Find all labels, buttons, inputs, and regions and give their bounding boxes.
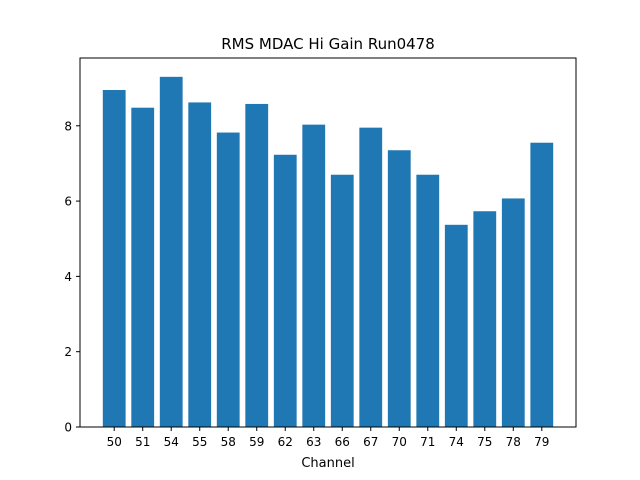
x-tick-label: 71 [420, 435, 435, 449]
x-tick-label: 66 [335, 435, 350, 449]
x-tick-label: 79 [534, 435, 549, 449]
y-tick-label: 8 [64, 119, 72, 133]
x-tick-label: 74 [449, 435, 464, 449]
y-tick-label: 2 [64, 345, 72, 359]
y-tick-label: 6 [64, 195, 72, 209]
bar-74 [444, 224, 468, 427]
y-tick-label: 4 [64, 270, 72, 284]
x-tick-label: 70 [392, 435, 407, 449]
x-axis-label: Channel [301, 456, 354, 471]
bar-51 [131, 107, 155, 428]
x-axis-ticks: 50 51 54 55 58 59 62 63 66 67 70 71 74 75 78 79 [107, 427, 549, 449]
x-tick-label: 54 [164, 435, 179, 449]
bar-54 [159, 76, 183, 427]
x-tick-label: 75 [477, 435, 492, 449]
bar-71 [416, 174, 440, 427]
bar-59 [245, 103, 269, 427]
bar-50 [102, 90, 126, 428]
x-tick-label: 63 [306, 435, 321, 449]
bar-75 [473, 211, 497, 427]
chart-title: RMS MDAC Hi Gain Run0478 [221, 35, 435, 53]
x-tick-label: 62 [278, 435, 293, 449]
y-axis-ticks: 0 2 4 6 8 [64, 119, 80, 435]
y-tick-label: 0 [64, 421, 72, 435]
axes-frame [79, 57, 577, 428]
x-tick-label: 55 [192, 435, 207, 449]
bar-66 [330, 174, 354, 427]
x-tick-label: 59 [249, 435, 264, 449]
bar-79 [530, 142, 554, 427]
bar-58 [216, 132, 240, 428]
x-tick-label: 67 [363, 435, 378, 449]
x-tick-label: 58 [221, 435, 236, 449]
plot-frame [79, 57, 577, 428]
x-tick-label: 51 [135, 435, 150, 449]
bar-63 [302, 124, 326, 427]
bars-group [102, 76, 554, 428]
x-tick-label: 78 [506, 435, 521, 449]
bar-62 [273, 154, 297, 427]
bar-78 [501, 198, 525, 427]
bar-67 [359, 127, 383, 427]
bar-70 [387, 150, 411, 427]
bar-55 [188, 102, 212, 428]
x-tick-label: 50 [107, 435, 122, 449]
